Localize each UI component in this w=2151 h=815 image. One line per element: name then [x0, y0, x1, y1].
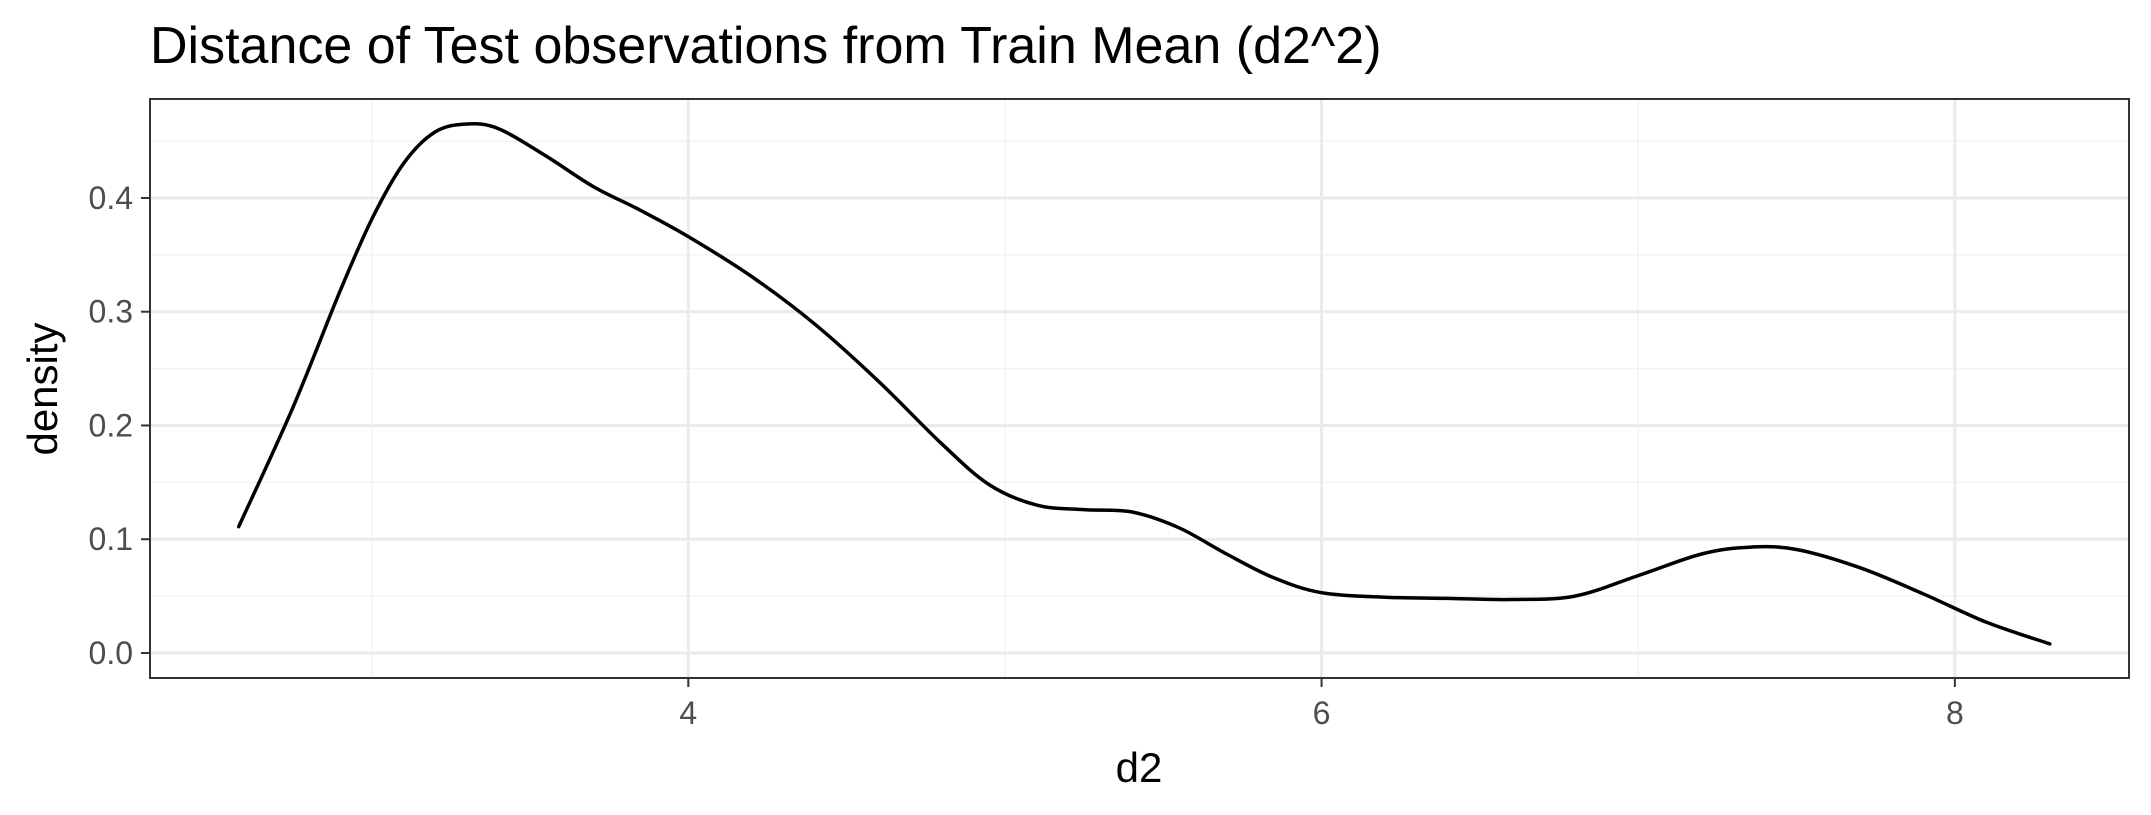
y-tick-label: 0.2	[89, 407, 133, 443]
x-tick-label: 8	[1946, 695, 1964, 731]
x-tick-label: 4	[679, 695, 697, 731]
y-axis-title: density	[19, 322, 66, 455]
y-axis-ticks: 0.0 0.1 0.2 0.3 0.4	[89, 180, 150, 671]
major-gridlines	[150, 99, 2129, 678]
chart-title: Distance of Test observations from Train…	[150, 17, 1382, 75]
x-axis-ticks: 4 6 8	[679, 678, 1964, 731]
density-curve	[236, 122, 2052, 646]
y-tick-label: 0.4	[89, 180, 133, 216]
x-axis-title: d2	[1116, 744, 1163, 791]
x-tick-label: 6	[1313, 695, 1331, 731]
y-tick-label: 0.0	[89, 635, 133, 671]
minor-gridlines	[150, 99, 2129, 678]
y-tick-label: 0.1	[89, 521, 133, 557]
plot-panel-border	[149, 98, 2130, 679]
y-tick-label: 0.3	[89, 294, 133, 330]
